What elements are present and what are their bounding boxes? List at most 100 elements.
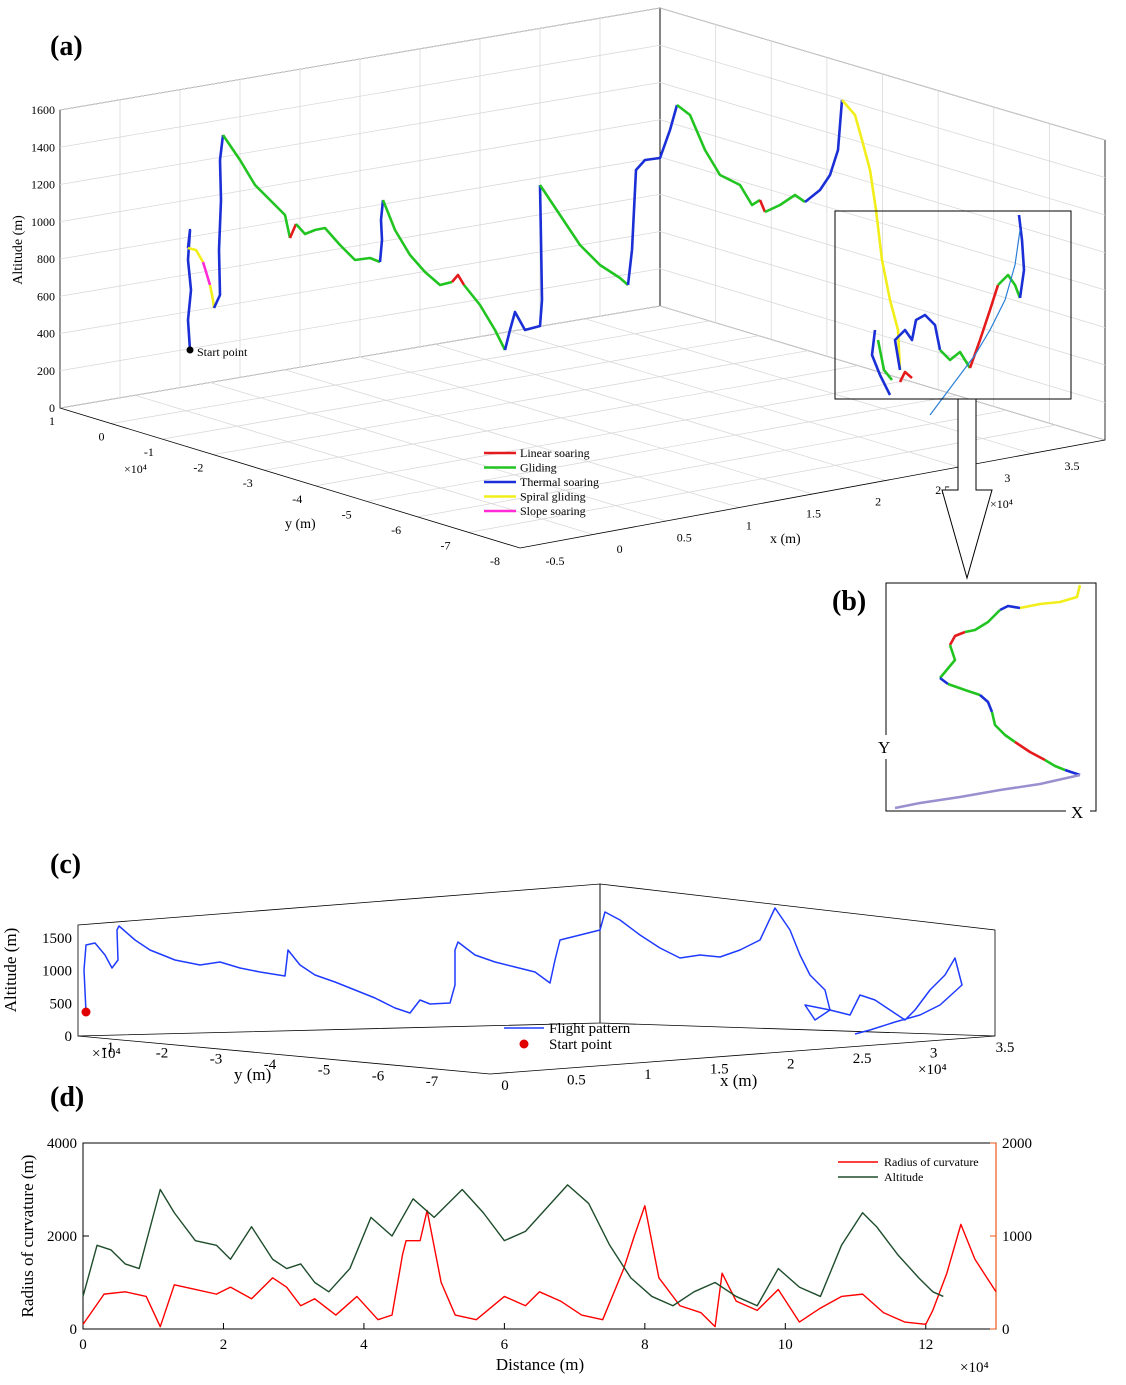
a-track-gliding <box>676 103 761 207</box>
c-y-tick: -5 <box>318 1063 331 1079</box>
a-y-multiplier: ×10⁴ <box>124 462 147 476</box>
c-z-ticks: 0 500 1000 1500 <box>42 931 72 1045</box>
b-x-label: X <box>1071 803 1083 822</box>
b-track-thermal-soaring <box>939 676 949 686</box>
a-grid <box>59 7 1106 535</box>
c-flight-pattern-line <box>83 907 963 1035</box>
panel-d-letter: (d) <box>50 1082 84 1113</box>
a-grid-line <box>284 369 740 508</box>
a-grid-line <box>209 382 667 522</box>
a-legend-label: Gliding <box>520 461 557 475</box>
d-series <box>82 1184 997 1328</box>
a-track-thermal-soaring <box>626 104 679 286</box>
a-x-tick: 0 <box>617 542 623 556</box>
d-x-tick: 0 <box>79 1337 87 1353</box>
c-x-tick: 3 <box>930 1045 938 1061</box>
b-y-label-bg <box>872 735 894 759</box>
b-track-linear-soaring <box>948 630 966 646</box>
c-y-ticks: -1 -2 -3 -4 -5 -6 -7 <box>102 1040 439 1090</box>
c-z-tick: 1000 <box>42 964 72 980</box>
a-track-thermal-soaring <box>503 184 544 351</box>
d-ticks: 0 2 4 6 8 10 12 0 2000 4000 0 1000 2000 <box>47 1136 1032 1353</box>
c-y-tick: -3 <box>210 1051 223 1067</box>
a-y-tick: -2 <box>193 461 203 475</box>
a-y-tick: -1 <box>144 445 154 459</box>
a-track-linear-soaring <box>758 199 767 213</box>
a-floor-edges <box>59 407 1106 549</box>
c-y-label: y (m) <box>234 1065 271 1084</box>
a-z-label: Altitude (m) <box>11 215 26 285</box>
a-track-slope-soaring <box>201 261 212 286</box>
a-z-tick: 200 <box>37 364 55 378</box>
d-x-multiplier: ×10⁴ <box>960 1360 989 1376</box>
a-flight-track <box>186 99 1026 416</box>
c-x-multiplier: ×10⁴ <box>918 1062 947 1078</box>
d-y2-tick: 2000 <box>1002 1136 1032 1152</box>
a-y-tick: 0 <box>98 430 104 444</box>
a-zoom-box <box>834 210 1072 400</box>
panel-d: (d) 0 2 4 6 8 10 12 0 2000 4000 0 1000 2000 Radius o… <box>18 1082 1032 1376</box>
a-track-spiral-gliding <box>841 99 902 371</box>
a-y-tick: -3 <box>243 476 253 490</box>
a-track-linear-soaring <box>288 223 298 239</box>
a-track-spiral-gliding <box>208 284 216 309</box>
a-track-gliding <box>939 349 972 369</box>
a-start-point-marker <box>186 346 194 354</box>
a-x-ticks: -0.500.511.522.533.5 <box>546 459 1080 568</box>
panel-c-letter: (c) <box>50 849 81 880</box>
a-track-gliding <box>764 193 806 214</box>
b-ground-track <box>894 773 1081 810</box>
a-track-thermal-soaring <box>870 329 892 396</box>
a-x-tick: -0.5 <box>546 554 565 568</box>
a-x-tick: 1 <box>746 518 752 532</box>
c-z-tick: 500 <box>50 996 73 1012</box>
c-start-point-marker <box>81 1007 91 1017</box>
c-legend-label: Flight pattern <box>549 1021 631 1037</box>
a-y-tick: -6 <box>391 523 401 537</box>
b-track <box>894 584 1082 810</box>
c-left-wall <box>77 883 601 1037</box>
d-y-tick: 4000 <box>47 1136 77 1152</box>
a-start-point-label: Start point <box>197 345 248 359</box>
c-floor-edges <box>77 1035 996 1075</box>
a-x-tick: 3.5 <box>1065 459 1080 473</box>
a-track-thermal-soaring <box>212 134 225 309</box>
a-z-tick: 1200 <box>31 178 55 192</box>
a-y-tick: -5 <box>342 507 352 521</box>
b-track-thermal-soaring <box>979 694 994 713</box>
a-x-tick: 1.5 <box>806 507 821 521</box>
c-flight-track <box>83 907 963 1035</box>
a-grid-line <box>509 331 959 468</box>
a-x-tick: 0.5 <box>677 530 692 544</box>
b-track-gliding <box>1044 758 1066 772</box>
c-z-tick: 1500 <box>42 931 72 947</box>
d-y2-tick: 1000 <box>1002 1229 1032 1245</box>
d-legend-label: Altitude <box>884 1170 923 1184</box>
a-z-tick: 800 <box>37 252 55 266</box>
a-track-thermal-soaring <box>378 199 385 263</box>
a-zoom-arrow <box>941 398 993 580</box>
c-y-tick: -1 <box>102 1040 115 1056</box>
a-track-thermal-soaring <box>1017 214 1026 299</box>
c-z-label: Altitude (m) <box>1 928 20 1013</box>
panel-a-walls <box>59 7 1106 535</box>
a-ground-track <box>929 229 1021 416</box>
d-x-tick: 4 <box>360 1337 368 1353</box>
panel-b: (b) Y X <box>832 582 1097 822</box>
c-x-tick: 0 <box>501 1078 509 1094</box>
a-track-linear-soaring <box>898 370 913 383</box>
c-x-label: x (m) <box>720 1071 757 1090</box>
a-track-gliding <box>381 199 453 287</box>
a-track-gliding <box>997 273 1022 299</box>
d-y-tick: 0 <box>70 1322 78 1338</box>
c-x-tick: 1 <box>644 1067 652 1083</box>
a-track-gliding <box>876 339 894 381</box>
a-track-thermal-soaring <box>893 313 942 371</box>
c-y-multiplier: ×10⁴ <box>92 1046 121 1062</box>
d-x-label: Distance (m) <box>496 1355 584 1374</box>
a-y-ticks: 1 0 -1 -2 -3 -4 -5 -6 -7 -8 <box>49 414 500 568</box>
a-z-tick: 0 <box>49 401 55 415</box>
